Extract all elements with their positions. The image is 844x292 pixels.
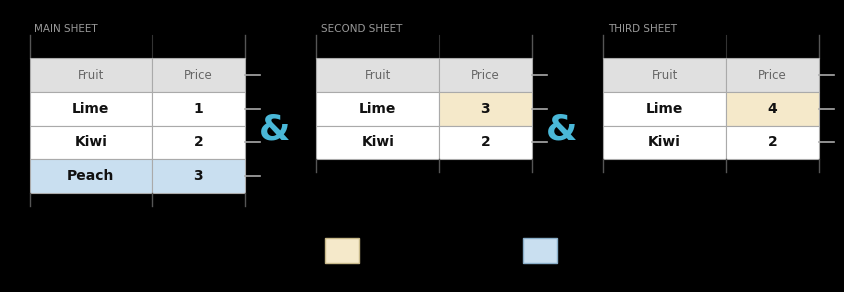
Text: Kiwi: Kiwi — [361, 135, 394, 149]
Text: THIRD SHEET: THIRD SHEET — [608, 24, 677, 34]
Text: Kiwi: Kiwi — [74, 135, 107, 149]
Bar — [152, 92, 245, 126]
Text: 4: 4 — [767, 102, 777, 116]
Bar — [603, 35, 819, 58]
Bar — [30, 92, 152, 126]
Text: 2: 2 — [193, 135, 203, 149]
Bar — [439, 58, 532, 92]
Text: SECOND SHEET: SECOND SHEET — [321, 24, 402, 34]
Text: 2: 2 — [480, 135, 490, 149]
Bar — [316, 126, 439, 159]
Text: &: & — [545, 113, 577, 147]
Bar — [30, 159, 152, 193]
Bar — [316, 58, 439, 92]
Text: Fruit: Fruit — [652, 69, 678, 82]
Text: Peach: Peach — [67, 169, 115, 183]
Bar — [439, 126, 532, 159]
Text: Lime: Lime — [359, 102, 397, 116]
Bar — [603, 58, 726, 92]
Text: Kiwi: Kiwi — [648, 135, 681, 149]
Bar — [325, 238, 359, 263]
Bar — [316, 92, 439, 126]
Bar — [152, 126, 245, 159]
Text: Price: Price — [184, 69, 213, 82]
Bar — [30, 58, 152, 92]
Text: Fruit: Fruit — [365, 69, 391, 82]
Text: Lime: Lime — [72, 102, 110, 116]
Bar — [523, 238, 557, 263]
Bar — [152, 159, 245, 193]
Bar — [439, 92, 532, 126]
Bar — [316, 35, 532, 58]
Bar — [603, 126, 726, 159]
Text: 2: 2 — [767, 135, 777, 149]
Text: Lime: Lime — [646, 102, 684, 116]
Text: 1: 1 — [193, 102, 203, 116]
Bar — [726, 58, 819, 92]
Bar — [726, 126, 819, 159]
Bar — [30, 126, 152, 159]
Bar — [30, 35, 245, 58]
Bar — [603, 92, 726, 126]
Text: 3: 3 — [480, 102, 490, 116]
Text: Price: Price — [471, 69, 500, 82]
Text: &: & — [258, 113, 290, 147]
Bar — [726, 92, 819, 126]
Text: Price: Price — [758, 69, 787, 82]
Bar — [152, 58, 245, 92]
Text: Fruit: Fruit — [78, 69, 104, 82]
Text: 3: 3 — [193, 169, 203, 183]
Text: MAIN SHEET: MAIN SHEET — [34, 24, 97, 34]
